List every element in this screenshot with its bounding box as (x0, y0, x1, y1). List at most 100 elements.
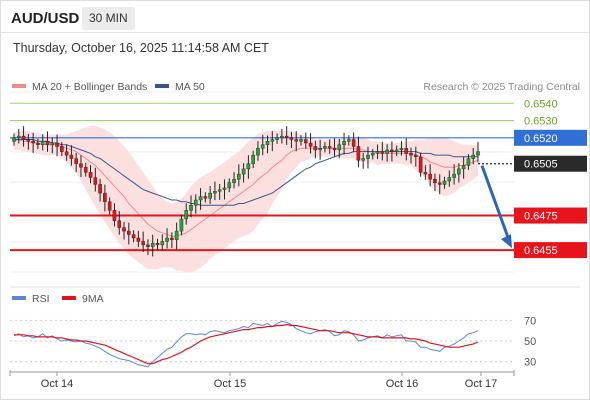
candle-body (275, 137, 279, 140)
level-0-6530-label: 0.6530 (524, 116, 558, 128)
candle-body (203, 196, 208, 199)
level-0-6455-badge (514, 242, 587, 259)
candle-body (193, 199, 198, 206)
candle-body (246, 163, 251, 170)
legend-swatch-ma50 (155, 84, 169, 88)
candle-body (170, 237, 174, 240)
candle-body (103, 192, 107, 202)
x-tick-label: Oct 17 (465, 378, 497, 390)
legend-label-rsi: RSI (32, 293, 50, 305)
legend-swatch-rsi (12, 296, 26, 300)
level-0-6475-label: 0.6475 (524, 211, 558, 223)
candle-body (404, 147, 409, 154)
candle-body (437, 182, 442, 185)
candle-body (414, 154, 418, 158)
candle-body (409, 153, 413, 156)
candle-body (21, 135, 26, 140)
candle-body (83, 166, 88, 173)
candle-body (471, 154, 476, 159)
candle-body (31, 141, 35, 144)
candle-body (93, 177, 98, 185)
candle-body (356, 146, 361, 161)
candle-body (189, 204, 193, 211)
candle-body (361, 158, 365, 161)
candle-body (260, 144, 265, 149)
candle-body (69, 154, 74, 159)
candle-body (394, 149, 399, 152)
candle-body (45, 141, 50, 145)
candle-body (232, 179, 236, 183)
ma50-line (14, 139, 478, 206)
candle-body (399, 147, 404, 151)
candle-body (332, 147, 337, 151)
candle-body (213, 191, 217, 194)
candle-body (79, 163, 83, 168)
candle-body (131, 234, 136, 239)
candle-body (284, 135, 289, 139)
x-tick-label: Oct 15 (214, 378, 246, 390)
candle-body (198, 196, 203, 201)
ma20-line (13, 138, 479, 237)
candle-body (40, 141, 45, 145)
candle-body (452, 173, 456, 178)
candle-body (127, 230, 131, 235)
candle-body (256, 147, 260, 156)
candle-body (375, 151, 380, 154)
level-0-6505-badge (514, 155, 587, 172)
candle-body (323, 146, 327, 149)
candle-body (265, 141, 270, 145)
legend-swatch-ma20 (12, 84, 26, 88)
candle-body (112, 210, 117, 221)
candle-body (370, 153, 375, 156)
level-0-6520-badge (514, 129, 587, 146)
rsi-line (13, 320, 479, 368)
candle-body (313, 146, 318, 151)
legend-label-rsi-ma: 9MA (82, 293, 104, 305)
candle-body (423, 172, 428, 175)
candle-body (208, 192, 212, 199)
timeframe-badge[interactable]: 30 MIN (82, 7, 135, 30)
x-tick-label: Oct 14 (41, 378, 73, 390)
rsi-tick-50: 50 (524, 336, 536, 348)
candle-body (241, 168, 246, 175)
candle-body (351, 139, 356, 147)
candle-body (308, 142, 313, 147)
legend-swatch-rsi-ma (62, 296, 76, 300)
candle-body (150, 242, 155, 247)
candle-body (160, 241, 165, 246)
legend-label-ma50: MA 50 (175, 81, 205, 93)
bollinger-band (14, 125, 478, 273)
forecast-arrowhead (501, 234, 512, 249)
candle-body (107, 201, 112, 211)
candle-body (184, 210, 189, 220)
candle-body (16, 135, 21, 139)
candle-body (466, 158, 471, 166)
candle-body (60, 146, 64, 152)
candle-body (179, 218, 184, 232)
candle-body (337, 144, 342, 151)
candle-body (347, 139, 351, 142)
level-0-6520-label: 0.6520 (524, 133, 558, 145)
candle-body (318, 147, 322, 151)
candle-body (428, 173, 432, 180)
candle-body (280, 135, 284, 139)
candle-body (251, 154, 255, 164)
candle-body (88, 172, 93, 178)
candle-body (26, 139, 31, 142)
rsi-tick-70: 70 (524, 315, 536, 327)
candle-body (342, 141, 346, 145)
candle-body (55, 142, 59, 147)
candle-body (217, 189, 222, 192)
candle-body (380, 151, 385, 154)
candle-body (141, 241, 145, 246)
candle-body (165, 237, 169, 242)
candle-body (289, 137, 294, 140)
candle-body (294, 139, 299, 142)
candle-body (385, 149, 389, 154)
forecast-arrow-shaft (480, 165, 511, 241)
candle-body (98, 184, 102, 194)
candle-body (303, 139, 308, 144)
candle-body (299, 139, 303, 142)
candle-body (12, 137, 16, 142)
level-0-6475-badge (514, 207, 587, 224)
